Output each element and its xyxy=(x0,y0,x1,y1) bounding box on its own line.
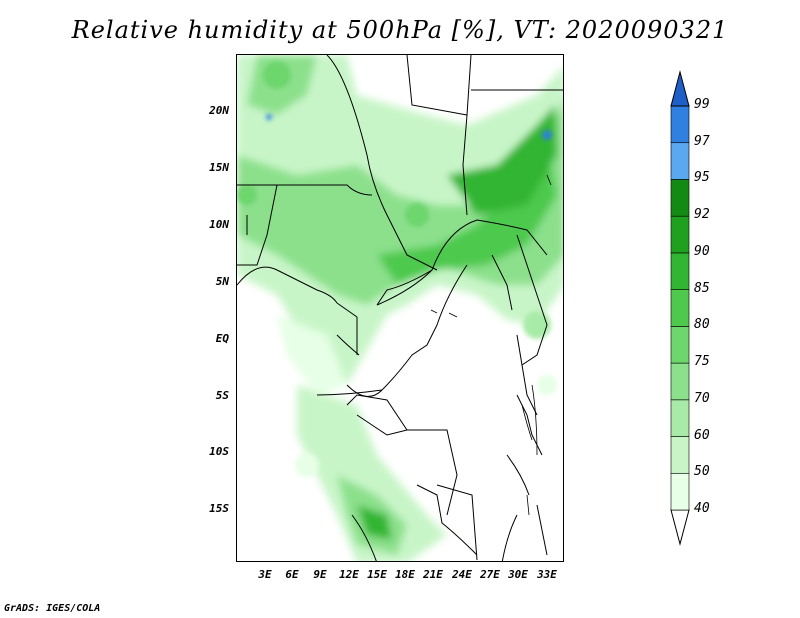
colorbar-level-label: 85 xyxy=(694,280,710,296)
lon-label: 21E xyxy=(423,568,443,581)
lat-label: 20N xyxy=(209,104,229,117)
water-bodies xyxy=(430,174,552,516)
colorbar-segment xyxy=(670,326,690,364)
colorbar-segment xyxy=(670,289,690,327)
map-title: Relative humidity at 500hPa [%], VT: 202… xyxy=(71,16,729,44)
lon-label: 3E xyxy=(258,568,272,581)
colorbar-segment xyxy=(670,179,690,217)
colorbar-segment xyxy=(670,142,690,180)
colorbar-segment xyxy=(670,252,690,290)
humidity-spots xyxy=(237,61,557,477)
lat-label: 15S xyxy=(209,502,229,515)
lat-label: 5S xyxy=(215,389,229,402)
colorbar-level-label: 40 xyxy=(694,501,710,516)
colorbar-level-label: 92 xyxy=(694,207,710,223)
colorbar-segment xyxy=(670,215,690,254)
colorbar-segment xyxy=(670,436,690,474)
colorbar-segment xyxy=(670,105,690,144)
humidity-map xyxy=(237,55,563,561)
lat-label: 5N xyxy=(215,275,229,288)
lat-label: EQ xyxy=(215,332,229,345)
colorbar-min-triangle xyxy=(670,509,690,546)
lon-label: 6E xyxy=(285,568,299,581)
colorbar-segment xyxy=(670,399,690,437)
lon-label: 27E xyxy=(480,568,500,581)
country-borders xyxy=(237,55,563,561)
colorbar-level-label: 95 xyxy=(694,170,710,186)
colorbar-level-label: 60 xyxy=(694,427,710,443)
lon-label: 12E xyxy=(339,568,359,581)
lat-label: 15N xyxy=(209,161,229,174)
lat-label: 10N xyxy=(209,218,229,231)
colorbar-level-label: 70 xyxy=(694,390,710,406)
colorbar-segment xyxy=(670,362,690,401)
lon-label: 30E xyxy=(508,568,528,581)
colorbar-level-label: 80 xyxy=(694,317,710,333)
colorbar-level-label: 97 xyxy=(694,133,710,149)
map-plot-area xyxy=(236,54,564,562)
lon-label: 15E xyxy=(367,568,387,581)
colorbar-level-label: 75 xyxy=(694,354,710,370)
colorbar-segment xyxy=(670,472,690,511)
colorbar-level-label: 99 xyxy=(694,97,710,112)
colorbar-level-label: 50 xyxy=(694,464,710,480)
grads-credit: GrADS: IGES/COLA xyxy=(4,603,101,614)
lon-label: 9E xyxy=(313,568,327,581)
lon-label: 24E xyxy=(452,568,472,581)
lon-label: 33E xyxy=(537,568,557,581)
lon-label: 18E xyxy=(395,568,415,581)
colorbar-level-label: 90 xyxy=(694,243,710,259)
humidity-field xyxy=(237,55,563,561)
lat-label: 10S xyxy=(209,445,229,458)
colorbar-max-triangle xyxy=(670,70,690,107)
colorbar-graphic xyxy=(670,70,690,546)
